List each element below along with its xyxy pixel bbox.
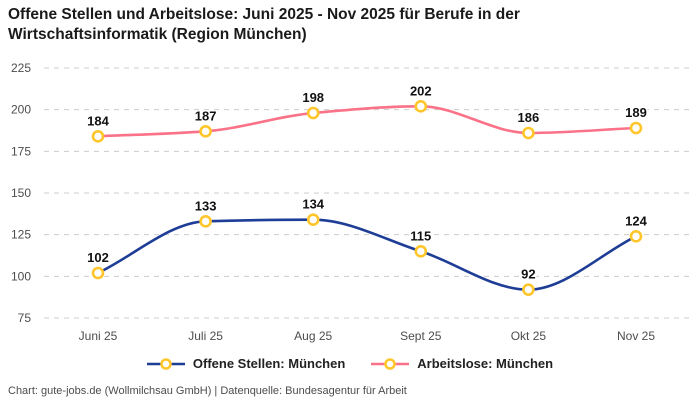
y-axis-tick-label: 75 bbox=[18, 311, 32, 325]
y-axis-tick-label: 225 bbox=[11, 61, 31, 75]
data-point-label: 198 bbox=[302, 90, 324, 105]
data-point-label: 133 bbox=[195, 198, 217, 213]
data-point-label: 115 bbox=[410, 228, 431, 243]
y-axis-tick-label: 100 bbox=[11, 269, 31, 283]
legend-item-offene-stellen: Offene Stellen: München bbox=[146, 356, 346, 371]
legend-label-offene-stellen: Offene Stellen: München bbox=[192, 356, 346, 371]
x-axis-tick-label: Aug 25 bbox=[294, 329, 332, 343]
data-point-label: 134 bbox=[302, 197, 324, 212]
data-point-label: 124 bbox=[625, 213, 647, 228]
data-point-label: 187 bbox=[195, 108, 217, 123]
data-point-marker bbox=[91, 266, 105, 280]
series-line bbox=[96, 218, 638, 292]
attribution-text: Chart: gute-jobs.de (Wollmilchsau GmbH) … bbox=[8, 385, 407, 397]
data-point-marker bbox=[199, 125, 212, 138]
legend-item-arbeitslose: Arbeitslose: München bbox=[371, 356, 553, 371]
data-point-marker bbox=[629, 121, 643, 135]
x-axis-tick-label: Juni 25 bbox=[79, 329, 118, 343]
series-line bbox=[96, 104, 638, 138]
data-point-label: 102 bbox=[87, 250, 109, 265]
chart-title-line-2: Wirtschaftsinformatik (Region München) bbox=[8, 25, 307, 43]
chart-title-line-1: Offene Stellen und Arbeitslose: Juni 202… bbox=[8, 6, 520, 23]
data-point-marker bbox=[629, 230, 643, 243]
data-point-marker bbox=[199, 215, 212, 228]
data-point-marker bbox=[522, 126, 535, 140]
y-axis-tick-label: 125 bbox=[11, 228, 31, 242]
data-point-marker bbox=[414, 100, 428, 113]
data-point-marker bbox=[306, 106, 320, 120]
line-chart: 75 100 125 150 175 200 225 Juni 25 Juli 25 Aug 25… bbox=[11, 61, 693, 343]
y-axis-tick-label: 175 bbox=[11, 144, 31, 158]
legend-line-marker-icon bbox=[146, 357, 185, 370]
data-point-marker bbox=[306, 213, 320, 226]
data-point-marker bbox=[414, 245, 428, 258]
x-axis-tick-label: Nov 25 bbox=[617, 329, 655, 343]
x-axis-tick-label: Okt 25 bbox=[511, 329, 547, 343]
data-point-label: 92 bbox=[521, 267, 535, 282]
chart-title: Offene Stellen und Arbeitslose: Juni 202… bbox=[8, 5, 520, 45]
y-axis-tick-label: 150 bbox=[11, 186, 31, 200]
data-point-marker bbox=[91, 130, 105, 143]
x-axis-tick-label: Juli 25 bbox=[188, 329, 223, 343]
legend-line-marker-icon bbox=[371, 357, 410, 370]
legend-label-arbeitslose: Arbeitslose: München bbox=[417, 356, 554, 371]
data-point-marker bbox=[522, 283, 535, 296]
legend-marker bbox=[384, 357, 397, 370]
data-point-label: 184 bbox=[87, 113, 109, 128]
data-point-label: 202 bbox=[410, 83, 432, 98]
y-axis-tick-label: 200 bbox=[11, 103, 31, 117]
legend-marker bbox=[160, 357, 172, 370]
data-point-label: 189 bbox=[625, 105, 647, 120]
data-point-label: 186 bbox=[518, 110, 540, 125]
legend: Offene Stellen: München Arbeitslose: Mün… bbox=[0, 356, 700, 371]
x-axis-tick-label: Sept 25 bbox=[400, 329, 442, 343]
